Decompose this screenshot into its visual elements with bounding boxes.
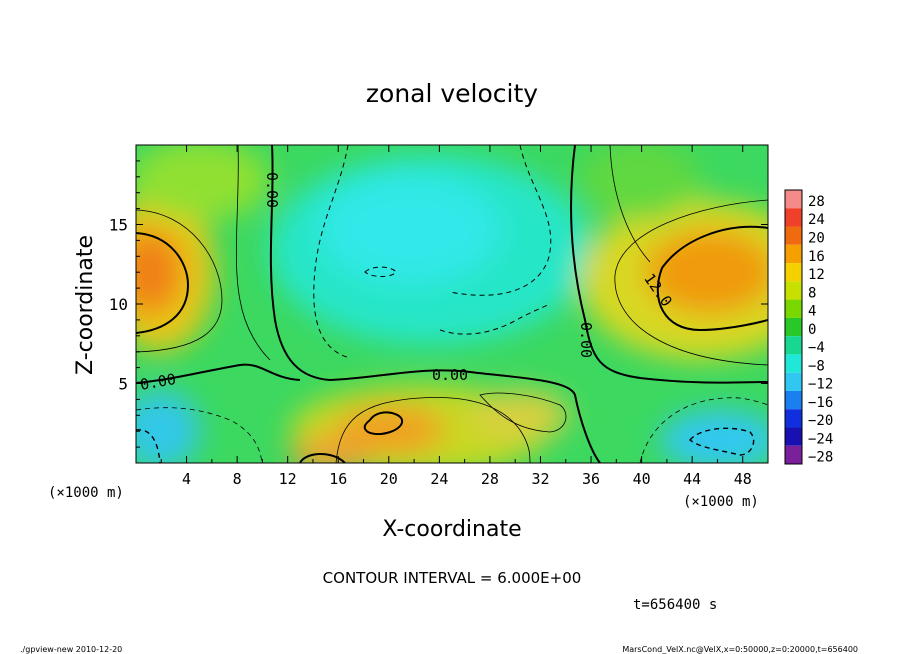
colorbar-swatch	[785, 427, 802, 446]
colorbar-label: −8	[808, 358, 825, 374]
x-tick-label: 32	[531, 470, 549, 488]
x-tick-label: 12	[279, 470, 297, 488]
x-unit-label-left: (×1000 m)	[48, 485, 124, 501]
contour-line-3	[136, 232, 190, 334]
colorbar-swatch	[785, 263, 802, 282]
field-region-1	[320, 175, 500, 285]
colorbar-swatch	[785, 190, 802, 209]
timestamp-text: t=656400 s	[633, 597, 717, 613]
x-tick-label: 48	[734, 470, 752, 488]
contour-label: 0.00	[577, 322, 595, 358]
contour-line-14	[639, 397, 768, 463]
field-region-5	[136, 230, 182, 314]
contour-line-2	[570, 145, 768, 384]
colorbar-label: −24	[808, 431, 833, 447]
field-region-3	[645, 230, 768, 314]
x-tick-label: 36	[582, 470, 600, 488]
contour-line-5	[363, 411, 403, 436]
x-tick-label: 40	[633, 470, 651, 488]
y-tick-label: 5	[118, 375, 128, 394]
colorbar-swatch	[785, 244, 802, 264]
contour-label: 0.00	[263, 172, 281, 208]
colorbar-swatch	[785, 390, 802, 410]
contour-line-8	[449, 145, 552, 296]
contour-line-10	[364, 266, 397, 277]
colorbar-swatch	[785, 445, 802, 464]
colorbar-swatch	[785, 281, 802, 300]
contour-line-16	[614, 199, 768, 366]
colorbar-swatch	[785, 409, 802, 428]
contour-line-7	[313, 145, 351, 359]
plot-area	[136, 145, 768, 463]
y-axis-label: Z-coordinate	[73, 235, 98, 375]
y-tick-label: 15	[109, 216, 128, 235]
contour-line-19	[235, 145, 271, 361]
field-region-8	[470, 390, 570, 440]
x-tick-label: 4	[182, 470, 191, 488]
colorbar-swatch	[785, 336, 802, 355]
colorbar-label: 16	[808, 249, 825, 265]
colorbar-swatch	[785, 208, 802, 227]
footer-right: MarsCond_VelX.nc@VelX,x=0:50000,z=0:2000…	[622, 645, 858, 654]
field-region-11	[136, 145, 270, 220]
contour-interval-text: CONTOUR INTERVAL = 6.000E+00	[323, 569, 582, 587]
contour-line-17	[335, 397, 531, 463]
colorbar-label: 12	[808, 267, 825, 283]
colorbar-label: −20	[808, 413, 833, 429]
contour-line-15	[136, 209, 223, 353]
x-tick-label: 20	[380, 470, 398, 488]
x-unit-label-right: (×1000 m)	[683, 494, 759, 510]
x-tick-label: 44	[683, 470, 701, 488]
colorbar-label: −12	[808, 377, 833, 393]
contour-line-18	[479, 392, 567, 433]
y-axis-ticks: 5 10 15	[109, 160, 768, 448]
contour-line-12	[136, 429, 161, 463]
colorbar-label: 4	[808, 304, 816, 320]
colorbar-swatch	[785, 372, 802, 391]
colorbar-label: 28	[808, 194, 825, 210]
contour-line-0	[269, 145, 601, 463]
y-tick-label: 10	[109, 295, 128, 314]
x-tick-label: 8	[233, 470, 242, 488]
colorbar-label: 20	[808, 230, 825, 246]
x-axis-ticks: 4 8 12 16 20 24 28 32 36 40 44 48	[160, 145, 752, 488]
x-axis-label: X-coordinate	[382, 517, 521, 542]
contour-line-20	[609, 145, 651, 263]
contour-line-11	[689, 427, 755, 456]
footer-left: ./gpview-new 2010-12-20	[20, 645, 122, 654]
contour-line-4	[656, 225, 768, 332]
x-tick-label: 16	[329, 470, 347, 488]
contour-line-9	[439, 304, 549, 335]
chart-title: zonal velocity	[366, 79, 538, 108]
colorbar-label: 8	[808, 285, 816, 301]
contour-label: 0.00	[432, 366, 468, 384]
contour-line-6	[299, 453, 346, 463]
colorbar-swatch	[785, 354, 802, 373]
colorbar-label: −28	[808, 450, 833, 466]
field-region-10	[136, 390, 200, 463]
colorbar-label: 24	[808, 212, 825, 228]
colorbar-label: −4	[808, 340, 825, 356]
contour-line-1	[136, 363, 301, 384]
colorbar-swatch	[785, 226, 802, 245]
x-tick-label: 24	[430, 470, 448, 488]
colorbar-swatch	[785, 299, 802, 318]
field-region-7	[335, 405, 445, 455]
colorbar-label: 0	[808, 322, 816, 338]
field-region-12	[580, 145, 700, 220]
x-tick-label: 28	[481, 470, 499, 488]
colorbar-swatch	[785, 317, 802, 337]
colorbar-label: −16	[808, 395, 833, 411]
field-region-9	[660, 410, 768, 463]
colorbar-frame	[784, 189, 803, 465]
contour-label: 0.00	[139, 370, 178, 394]
colorbar: 28 24 20 16 12 8 4 0 −4 −8 −12 −16 −20 −24 −28	[784, 189, 833, 466]
